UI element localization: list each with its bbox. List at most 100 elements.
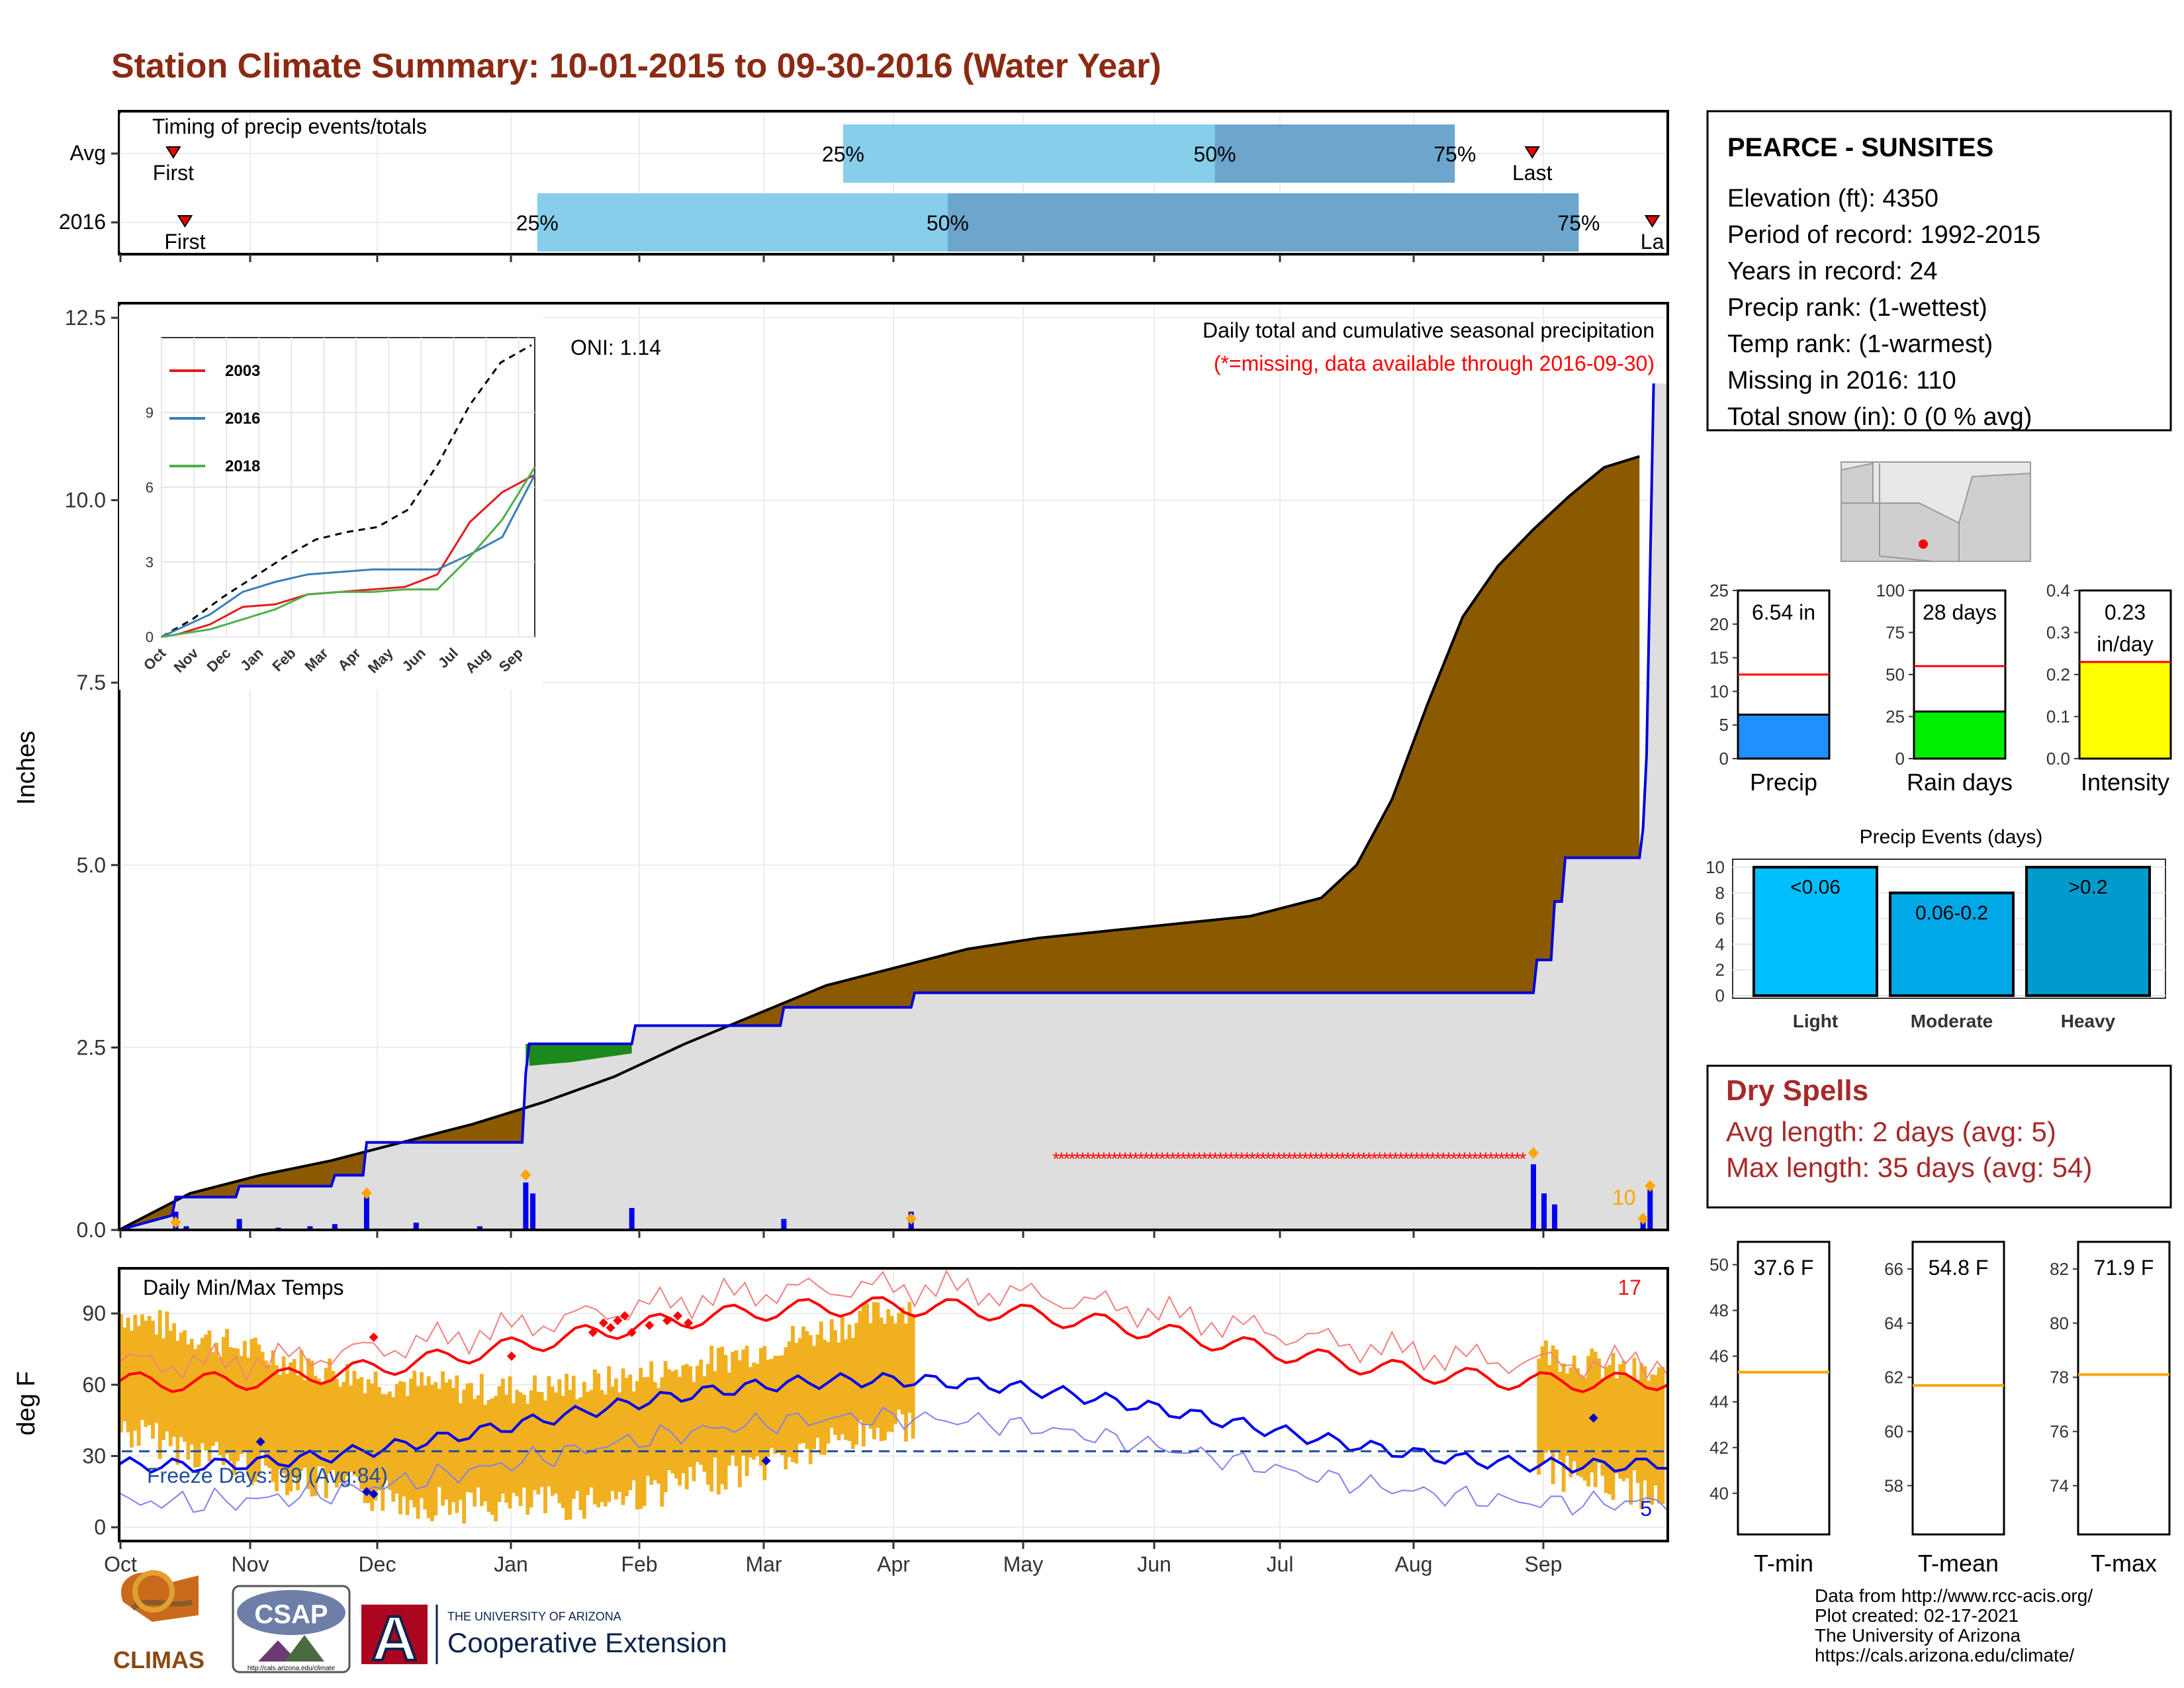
summary-tick-label: 50 (1886, 665, 1905, 684)
avg-max-line (118, 1296, 1668, 1393)
missing-day-marker: * (1089, 1149, 1097, 1169)
inset-ytick-label: 3 (146, 554, 154, 571)
daily-temp-bar (409, 1378, 413, 1501)
missing-day-marker: * (1323, 1149, 1330, 1169)
daily-temp-bar (260, 1352, 265, 1452)
daily-temp-bar (776, 1356, 781, 1453)
summary-tick-label: 0.3 (2046, 623, 2070, 643)
daily-temp-bar (522, 1395, 526, 1488)
daily-temp-bar (1604, 1366, 1608, 1493)
missing-day-marker: * (1159, 1149, 1166, 1169)
climas-logo: CLIMAS (113, 1570, 205, 1673)
events-bar (2025, 866, 2151, 997)
daily-temp-bar (745, 1346, 749, 1476)
record-high-marker (507, 1351, 517, 1361)
daily-temp-bar (331, 1370, 336, 1470)
missing-day-marker: * (1169, 1149, 1177, 1169)
daily-temp-bar (889, 1315, 894, 1432)
daily-temp-bar (433, 1382, 438, 1516)
daily-temp-bar (911, 1313, 915, 1439)
missing-day-marker: * (1392, 1149, 1399, 1169)
daily-temp-bar (539, 1391, 544, 1487)
daily-temp-bar (242, 1340, 247, 1452)
daily-temp-bar (716, 1348, 721, 1495)
daily-temp-bar (624, 1378, 629, 1497)
dry-spells-avg: Avg length: 2 days (avg: 5) (1726, 1116, 2056, 1147)
inset-ytick-label: 9 (146, 404, 154, 421)
missing-day-marker: * (1318, 1149, 1325, 1169)
temp-panel: 0 30 60 90 Oct Nov Dec Jan Feb Mar Apr May Jun Jul Aug… (13, 1267, 1669, 1576)
daily-temp-bar (705, 1364, 710, 1485)
events-title: Precip Events (days) (1860, 826, 2043, 848)
missing-day-marker: * (1138, 1149, 1145, 1169)
daily-temp-bar (589, 1389, 594, 1487)
daily-temp-bar (815, 1335, 820, 1438)
daily-temp-bar (483, 1405, 488, 1502)
missing-day-marker: * (1402, 1149, 1410, 1169)
daily-temp-bar (352, 1370, 357, 1476)
timing-pct-label: 75% (1433, 142, 1476, 166)
daily-temp-bar (1547, 1364, 1552, 1451)
summary-value-bar (1737, 714, 1831, 760)
daily-temp-bar (826, 1342, 831, 1444)
temp-ylabel: deg F (13, 1371, 40, 1435)
daily-temp-bar (667, 1369, 671, 1470)
summary-value-unit: in/day (2097, 632, 2153, 656)
daily-temp-bar (865, 1303, 870, 1424)
missing-day-marker: * (1111, 1149, 1118, 1169)
month-tick-label: Jan (494, 1552, 528, 1576)
daily-temp-bar (1629, 1378, 1633, 1505)
missing-note: (*=missing, data available through 2016-… (1214, 352, 1655, 375)
record-max-line (118, 1269, 1668, 1382)
precip-panel: ****************************************… (13, 302, 1669, 1242)
daily-precip-bar (1552, 1204, 1558, 1230)
temp-label: Daily Min/Max Temps (143, 1276, 343, 1299)
daily-temp-bar (451, 1387, 456, 1503)
temp-summary-tick-label: 50 (1709, 1255, 1729, 1275)
daily-temp-bar (296, 1375, 300, 1491)
missing-day-marker: * (1126, 1149, 1134, 1169)
missing-day-marker: * (1164, 1149, 1171, 1169)
events-bar-label: Light (1793, 1011, 1838, 1031)
inset-ytick-label: 0 (146, 629, 154, 645)
record-high-marker (645, 1321, 655, 1331)
daily-temp-bar (702, 1376, 707, 1472)
location-map (1841, 461, 2031, 562)
missing-day-marker: * (1201, 1149, 1208, 1169)
daily-temp-bar (310, 1360, 314, 1497)
daily-temp-bar (328, 1358, 332, 1474)
daily-temp-bar (758, 1348, 763, 1466)
missing-day-marker: * (1302, 1149, 1309, 1169)
csap-text: CSAP (254, 1600, 328, 1629)
daily-temp-bar (692, 1382, 696, 1481)
daily-temp-bar (561, 1395, 565, 1509)
daily-temp-bar (306, 1358, 310, 1489)
inset-ytick-label: 6 (146, 479, 154, 496)
month-tick-label: Jul (1267, 1552, 1294, 1576)
events-tick-label: 4 (1715, 934, 1725, 954)
daily-temp-bar (130, 1331, 134, 1448)
daily-precip-bar (523, 1182, 529, 1230)
observed-cumulative-line (118, 383, 1655, 1231)
daily-temp-bar (1650, 1374, 1655, 1505)
events-tick-label: 6 (1715, 909, 1725, 929)
daily-temp-bar (752, 1362, 756, 1460)
ua-top-text: THE UNIVERSITY OF ARIZONA (447, 1610, 621, 1623)
timing-panel: Timing of precip events/totals Avg 25% 50%… (59, 110, 1669, 262)
missing-day-marker: * (1052, 1149, 1060, 1169)
ua-letter: A (371, 1603, 417, 1674)
daily-temp-bar (302, 1380, 307, 1468)
missing-day-marker: * (1228, 1149, 1235, 1169)
missing-day-marker: * (1244, 1149, 1251, 1169)
daily-temp-bar (473, 1399, 477, 1507)
daily-temp-bar (405, 1395, 410, 1515)
daily-temp-bar (592, 1369, 597, 1505)
daily-temp-bar (600, 1389, 604, 1503)
daily-temp-bar (285, 1374, 289, 1495)
daily-temp-bar (388, 1391, 392, 1490)
station-info-line: Missing in 2016: 110 (1727, 367, 1956, 395)
daily-temp-bar (515, 1389, 520, 1497)
daily-temp-bar (207, 1330, 212, 1462)
temp-ytick-label: 0 (94, 1515, 106, 1539)
daily-temp-bar (508, 1376, 512, 1509)
